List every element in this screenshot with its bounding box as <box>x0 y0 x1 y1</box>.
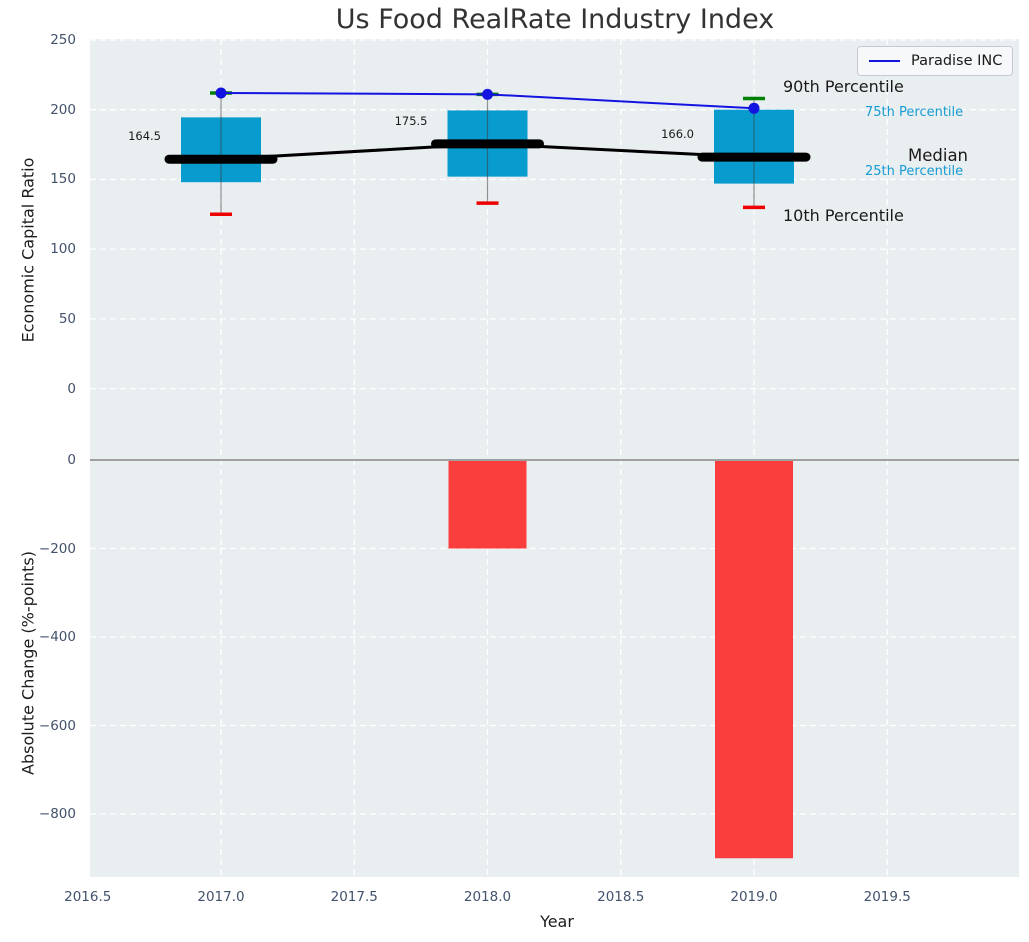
legend-line-sample-icon <box>869 59 900 63</box>
x-axis-label: Year <box>540 912 574 931</box>
annotation-10th-percentile: 10th Percentile <box>783 206 904 226</box>
median-value-label: 164.5 <box>128 129 161 144</box>
annotation-75th-percentile: 75th Percentile <box>865 104 964 120</box>
x-tick-label: 2019.5 <box>863 889 911 905</box>
y-tick-label: 0 <box>67 452 76 468</box>
x-tick-label: 2019.0 <box>730 889 778 905</box>
change-bar <box>715 460 793 859</box>
x-tick-label: 2018.5 <box>597 889 645 905</box>
paradise-marker <box>215 87 227 99</box>
y-tick-label: −400 <box>38 629 76 645</box>
x-tick-label: 2017.5 <box>330 889 378 905</box>
y-tick-label: 50 <box>58 310 76 327</box>
y-tick-label: 200 <box>50 101 76 118</box>
y-tick-label: 100 <box>50 241 76 258</box>
x-tick-label: 2018.0 <box>463 889 512 905</box>
y-tick-label: 250 <box>50 31 76 48</box>
paradise-marker <box>482 88 493 100</box>
annotation-90th-percentile: 90th Percentile <box>783 77 904 97</box>
legend: Paradise INC <box>857 46 1013 76</box>
annotation-median: Median <box>908 145 969 165</box>
annotation-25th-percentile: 25th Percentile <box>865 163 964 179</box>
change-bar <box>448 460 527 549</box>
y-tick-label: 0 <box>67 380 76 397</box>
x-tick-label: 2017.0 <box>197 889 245 905</box>
median-value-label: 175.5 <box>394 113 428 128</box>
median-value-label: 166.0 <box>661 127 694 142</box>
chart-title: Us Food RealRate Industry Index <box>335 4 775 35</box>
paradise-marker <box>748 102 760 114</box>
y-tick-label: −800 <box>38 806 76 822</box>
y-tick-label: −200 <box>38 540 76 557</box>
x-tick-label: 2016.5 <box>64 889 112 905</box>
y-tick-label: −600 <box>38 717 76 734</box>
legend-label: Paradise INC <box>911 53 1003 69</box>
bottom-y-axis-label: Absolute Change (%-points) <box>18 551 38 775</box>
y-tick-label: 150 <box>50 171 76 188</box>
